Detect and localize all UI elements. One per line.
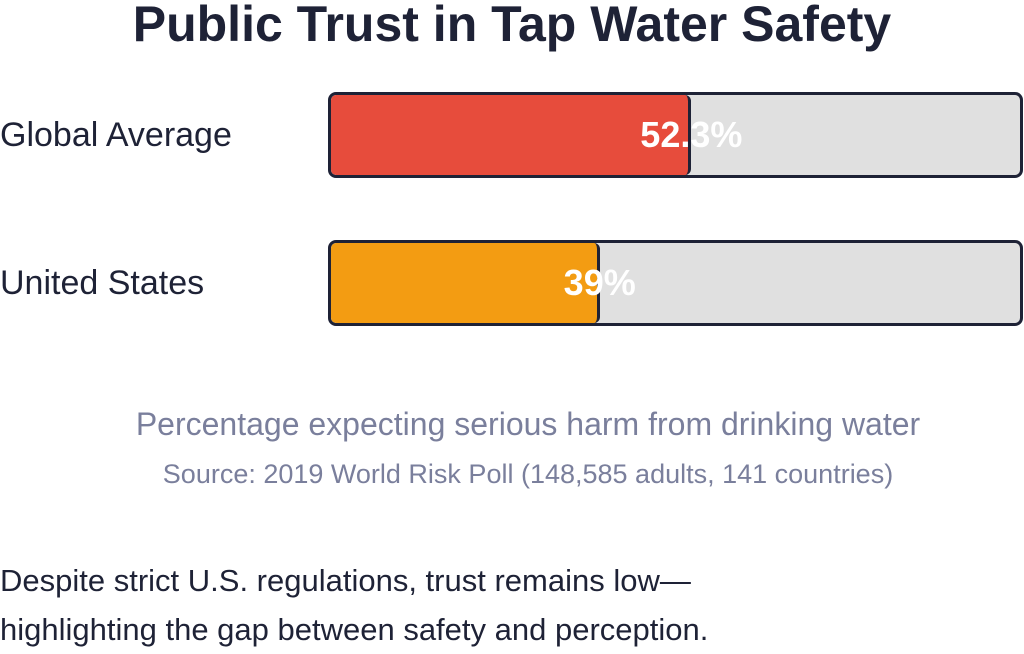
bar-category-label: Global Average <box>0 116 232 154</box>
bar-category-label: United States <box>0 264 205 302</box>
bar-value-label: 52.3% <box>640 114 743 155</box>
caption-line: Despite strict U.S. regulations, trust r… <box>0 563 691 598</box>
chart-title: Public Trust in Tap Water Safety <box>132 0 892 52</box>
chart-source: Source: 2019 World Risk Poll (148,585 ad… <box>162 459 894 489</box>
bar-fill <box>331 95 692 175</box>
caption-line: highlighting the gap between safety and … <box>0 612 709 647</box>
bar-track: 39% <box>328 240 1023 326</box>
bar-track: 52.3% <box>328 92 1023 178</box>
chart-subtitle: Percentage expecting serious harm from d… <box>135 406 921 442</box>
bar-row-global-average: Global Average 52.3% <box>0 92 1024 178</box>
bar-value-label: 39% <box>563 262 636 303</box>
caption-text: Despite strict U.S. regulations, trust r… <box>0 556 1024 654</box>
bar-row-united-states: United States 39% <box>0 240 1024 326</box>
bar-fill <box>331 243 600 323</box>
